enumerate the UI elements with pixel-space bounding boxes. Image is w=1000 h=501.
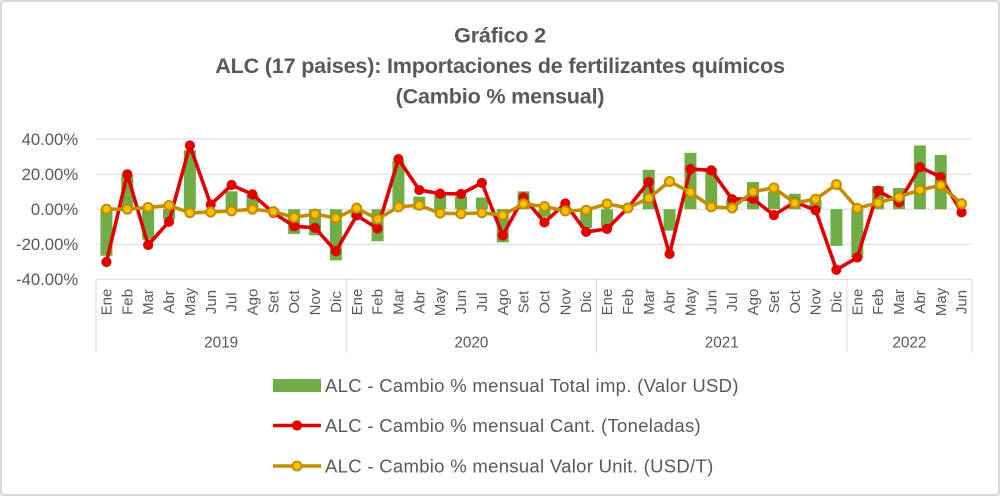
svg-text:Abr: Abr [411,290,428,313]
svg-text:Ene: Ene [99,289,116,316]
svg-text:(Cambio % mensual): (Cambio % mensual) [396,84,605,109]
svg-text:Nov: Nov [808,288,825,315]
svg-text:May: May [933,287,950,316]
svg-text:Ene: Ene [349,289,366,316]
svg-text:Ago: Ago [495,289,512,316]
svg-text:May: May [683,287,700,316]
svg-text:0.00%: 0.00% [31,200,78,219]
svg-text:Nov: Nov [307,288,324,315]
svg-text:Oct: Oct [286,290,303,314]
svg-text:Ene: Ene [849,289,866,316]
svg-text:-20.00%: -20.00% [16,235,78,254]
svg-text:Set: Set [265,290,282,313]
svg-text:Feb: Feb [370,289,387,315]
svg-text:Ene: Ene [599,289,616,316]
svg-text:Mar: Mar [140,289,157,315]
svg-text:ALC (17 paises): Importaciones: ALC (17 paises): Importaciones de fertil… [215,53,785,78]
svg-text:ALC - Cambio % mensual Cant. (: ALC - Cambio % mensual Cant. (Toneladas) [325,415,701,436]
svg-text:Abr: Abr [161,290,178,313]
svg-text:2021: 2021 [705,334,739,351]
svg-text:Mar: Mar [641,289,658,315]
svg-text:Abr: Abr [912,290,929,313]
svg-text:Dic: Dic [578,291,595,313]
svg-text:Oct: Oct [787,290,804,314]
svg-text:40.00%: 40.00% [22,130,79,149]
svg-text:Mar: Mar [891,289,908,315]
svg-text:Feb: Feb [620,289,637,315]
svg-text:20.00%: 20.00% [22,165,79,184]
svg-text:Jul: Jul [224,292,241,311]
svg-text:Nov: Nov [557,288,574,315]
svg-text:Jun: Jun [453,290,470,314]
svg-text:Jun: Jun [203,290,220,314]
svg-text:Jul: Jul [724,292,741,311]
svg-text:Jul: Jul [474,292,491,311]
svg-text:Jun: Jun [954,290,971,314]
svg-text:Ago: Ago [745,289,762,316]
svg-text:Dic: Dic [328,291,345,313]
svg-text:May: May [432,287,449,316]
svg-text:Dic: Dic [829,291,846,313]
svg-text:May: May [182,287,199,316]
svg-text:Gráfico 2: Gráfico 2 [454,23,546,48]
svg-text:2022: 2022 [892,334,926,351]
svg-text:Abr: Abr [662,290,679,313]
svg-text:ALC - Cambio % mensual Valor U: ALC - Cambio % mensual Valor Unit. (USD/… [325,456,714,477]
svg-text:2020: 2020 [454,334,488,351]
svg-text:-40.00%: -40.00% [16,270,78,289]
svg-text:2019: 2019 [204,334,238,351]
svg-text:Feb: Feb [870,289,887,315]
svg-text:ALC - Cambio % mensual Total i: ALC - Cambio % mensual Total imp. (Valor… [325,375,739,396]
svg-text:Set: Set [516,290,533,313]
svg-text:Set: Set [766,290,783,313]
svg-text:Mar: Mar [391,289,408,315]
svg-text:Oct: Oct [537,290,554,314]
svg-text:Ago: Ago [245,289,262,316]
svg-text:Feb: Feb [119,289,136,315]
svg-text:Jun: Jun [703,290,720,314]
